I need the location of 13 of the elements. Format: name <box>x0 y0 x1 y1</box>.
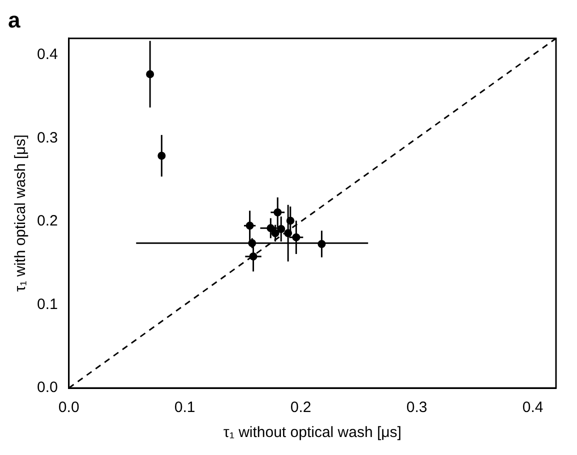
y-tick-label: 0.1 <box>36 296 58 313</box>
x-axis-title: τ₁ without optical wash [μs] <box>223 424 402 442</box>
y-tick-label: 0.0 <box>36 379 58 396</box>
x-tick-label: 0.1 <box>174 399 196 416</box>
x-tick-label: 0.0 <box>58 399 80 416</box>
y-axis-title: τ₁ with optical wash [μs] <box>12 134 30 292</box>
x-tick-label: 0.3 <box>406 399 428 416</box>
y-tick-label: 0.2 <box>36 212 58 230</box>
x-tick-label: 0.2 <box>290 399 312 416</box>
y-tick-label: 0.3 <box>36 129 58 146</box>
x-tick-label: 0.4 <box>522 399 544 416</box>
y-tick-label: 0.4 <box>36 46 58 64</box>
chart-title: a <box>8 7 21 32</box>
